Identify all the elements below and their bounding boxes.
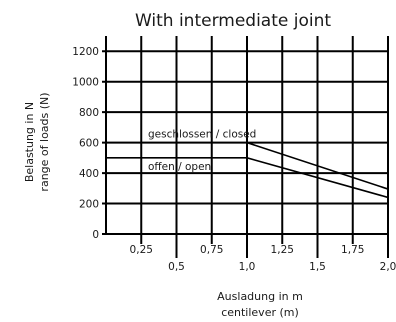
x-axis-title: Ausladung in m	[217, 290, 303, 303]
y-tick-label: 200	[79, 199, 99, 211]
series-label: offen / open	[148, 161, 211, 173]
x-tick-label: 1,25	[271, 244, 294, 256]
x-tick-label: 0,25	[130, 244, 153, 256]
y-tick-label: 1000	[72, 77, 99, 89]
x-tick-label: 0,75	[200, 244, 223, 256]
x-axis-title: centilever (m)	[221, 306, 299, 319]
y-tick-label: 400	[79, 168, 99, 180]
x-tick-label: 1,5	[309, 261, 326, 273]
y-tick-label: 0	[92, 229, 99, 241]
series-line	[106, 141, 389, 190]
x-tick-label: 0,5	[168, 261, 185, 273]
series-label: geschlossen / closed	[148, 129, 256, 141]
chart-tick-labels: 0 200 400 600 800 1000 1200 0,25 0,5 0,75 1,0 1,25 1…	[72, 46, 396, 273]
y-axis-title: range of loads (N)	[38, 92, 51, 191]
y-tick-label: 600	[79, 138, 99, 150]
chart-series: geschlossen / closed offen / open	[106, 129, 389, 199]
y-tick-label: 800	[79, 107, 99, 119]
chart-title: With intermediate joint	[135, 11, 331, 31]
x-tick-label: 2,0	[380, 261, 396, 273]
chart-grid	[102, 36, 389, 258]
series-line	[106, 157, 389, 199]
y-axis-title: Belastung in N	[23, 102, 36, 182]
x-tick-label: 1,0	[239, 261, 256, 273]
y-tick-label: 1200	[72, 46, 99, 58]
x-tick-label: 1,75	[341, 244, 364, 256]
